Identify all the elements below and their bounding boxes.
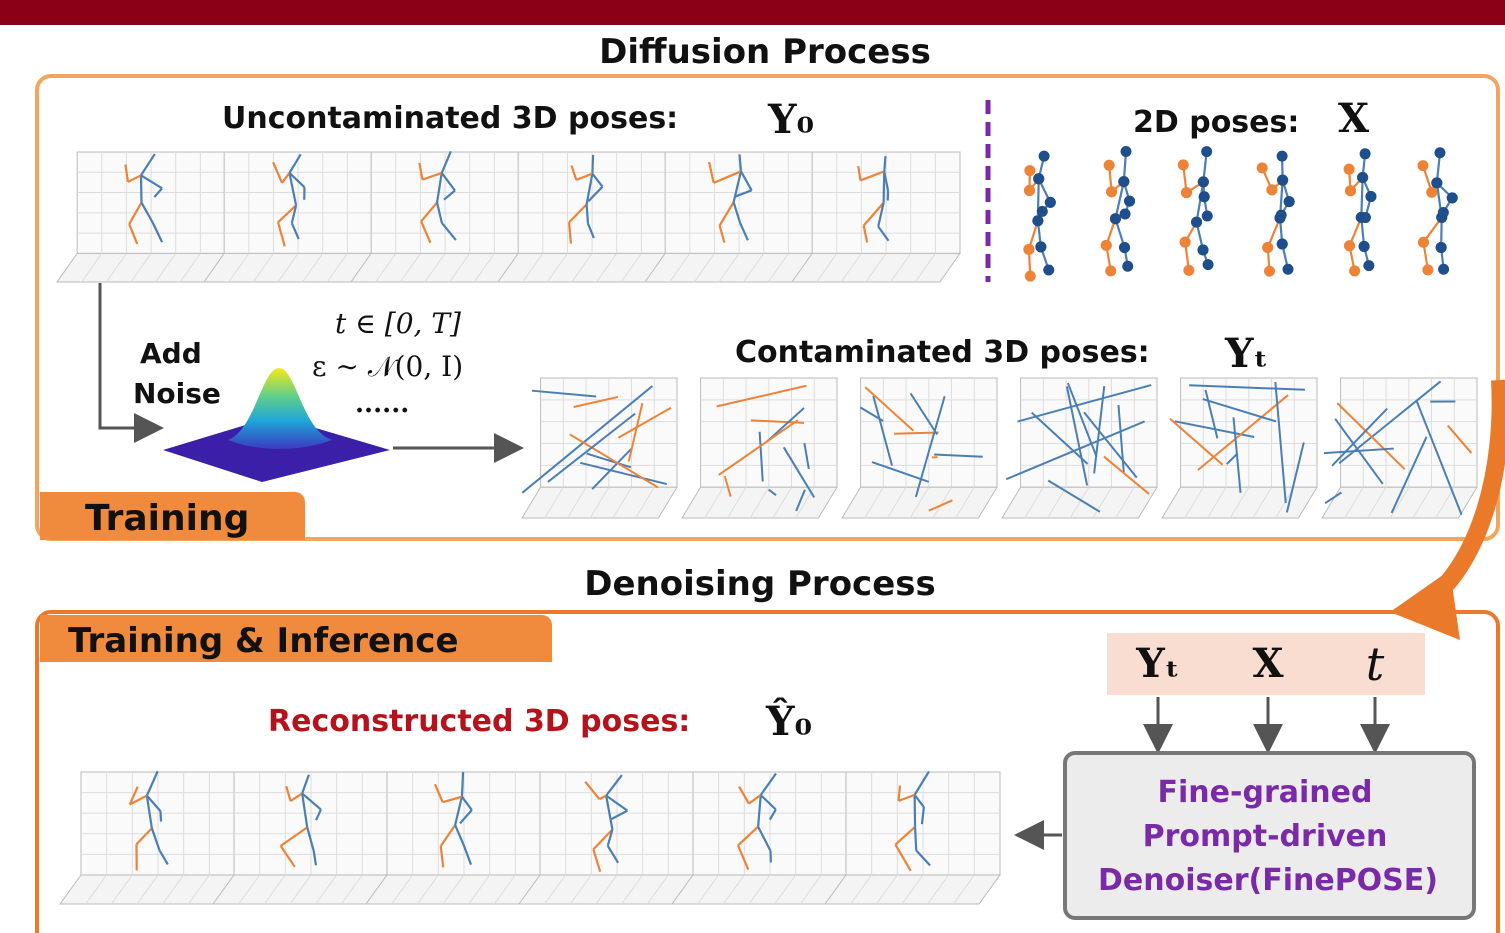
joint (1024, 185, 1035, 196)
joint (1277, 151, 1288, 162)
joint (1119, 242, 1130, 253)
poses-2d-label: 2D poses: (1133, 105, 1299, 140)
add-noise: Noise (133, 377, 221, 410)
denoiser-label: Denoiser(FinePOSE) (1098, 863, 1438, 898)
joint (1365, 191, 1376, 202)
joint (1283, 264, 1294, 275)
joint (1032, 215, 1043, 226)
contaminated-symbol: Yₜ (1224, 330, 1268, 377)
skeleton-bone (462, 772, 463, 797)
joint (1356, 212, 1367, 223)
joint (1284, 196, 1295, 207)
joint (1438, 264, 1449, 275)
joint (1417, 160, 1428, 171)
joint (1124, 196, 1135, 207)
joint (1178, 159, 1189, 170)
denoiser-label: Fine-grained (1158, 775, 1373, 810)
joint (1359, 241, 1370, 252)
joint (1104, 160, 1115, 171)
joint (1363, 260, 1374, 271)
skeleton-bone (592, 155, 593, 174)
skeleton-bone (1361, 178, 1362, 218)
joint (1422, 264, 1433, 275)
reconstructed-label: Reconstructed 3D poses: (268, 704, 690, 739)
skeleton-bone (587, 204, 588, 223)
input-symbol: X (1252, 640, 1283, 687)
joint (1183, 265, 1194, 276)
joint (1106, 186, 1117, 197)
joint (1418, 237, 1429, 248)
joint (1447, 192, 1458, 203)
joint (1180, 237, 1191, 248)
joint (1345, 185, 1356, 196)
joint (1257, 162, 1268, 173)
joint (1201, 146, 1212, 157)
joint (1043, 265, 1054, 276)
skeleton-bone (739, 154, 740, 171)
joint (1198, 176, 1209, 187)
joint (1045, 197, 1056, 208)
joint (1344, 240, 1355, 251)
denoising-title: Denoising Process (584, 564, 936, 604)
joint (1264, 266, 1275, 277)
top-bar (0, 0, 1505, 25)
joint (1199, 191, 1210, 202)
time-range: t ∈ [0, T] (335, 307, 461, 340)
joint (1033, 173, 1044, 184)
input-symbol: Yₜ (1135, 640, 1179, 687)
curved-arrow-head (1390, 570, 1460, 640)
joint (1198, 244, 1209, 255)
joint (1434, 147, 1445, 158)
training-tab-label: Training (85, 498, 249, 539)
joint (1120, 209, 1131, 220)
joint (1118, 176, 1129, 187)
joint (1266, 184, 1277, 195)
uncontaminated-symbol: Y₀ (767, 96, 814, 143)
joint (1277, 239, 1288, 250)
figure: Diffusion Process Uncontaminated 3D pose… (0, 0, 1505, 933)
joint (1203, 259, 1214, 270)
joint (1436, 242, 1447, 253)
joint (1105, 265, 1116, 276)
joint (1039, 151, 1050, 162)
reconstructed-symbol: Ŷ₀ (765, 698, 812, 745)
joint (1277, 175, 1288, 186)
joint (1024, 165, 1035, 176)
joint (1275, 212, 1286, 223)
joint (1344, 164, 1355, 175)
noisy-bone (894, 433, 939, 434)
joint (1349, 265, 1360, 276)
joint (1037, 206, 1048, 217)
joint (1357, 172, 1368, 183)
joint (1262, 242, 1273, 253)
diffusion-title: Diffusion Process (599, 32, 931, 72)
joint (1191, 217, 1202, 228)
joint (1181, 187, 1192, 198)
skeleton-bone (899, 786, 900, 801)
uncontaminated-label: Uncontaminated 3D poses: (222, 101, 678, 136)
input-symbol: t (1366, 637, 1385, 691)
contaminated-label: Contaminated 3D poses: (735, 335, 1150, 370)
add-noise: Add (140, 337, 202, 370)
poses-2d-symbol: X (1338, 95, 1369, 142)
joint (1035, 241, 1046, 252)
joint (1121, 146, 1132, 157)
joint (1436, 212, 1447, 223)
joint (1202, 210, 1213, 221)
joint (1023, 244, 1034, 255)
joint (1110, 213, 1121, 224)
joint (1101, 240, 1112, 251)
joint (1122, 261, 1133, 272)
skeleton-bone (160, 811, 161, 821)
denoiser-label: Prompt-driven (1143, 819, 1388, 854)
joint (1426, 187, 1437, 198)
joint (1360, 148, 1371, 159)
inference-tab-label: Training & Inference (68, 621, 459, 661)
noise-dist: ε ∼ 𝒩(0, I) (312, 350, 463, 383)
joint (1431, 177, 1442, 188)
joint (1025, 271, 1036, 282)
ellipsis: ...... (355, 389, 409, 419)
skeleton-bone (915, 827, 916, 851)
skeleton-bone (884, 156, 885, 171)
